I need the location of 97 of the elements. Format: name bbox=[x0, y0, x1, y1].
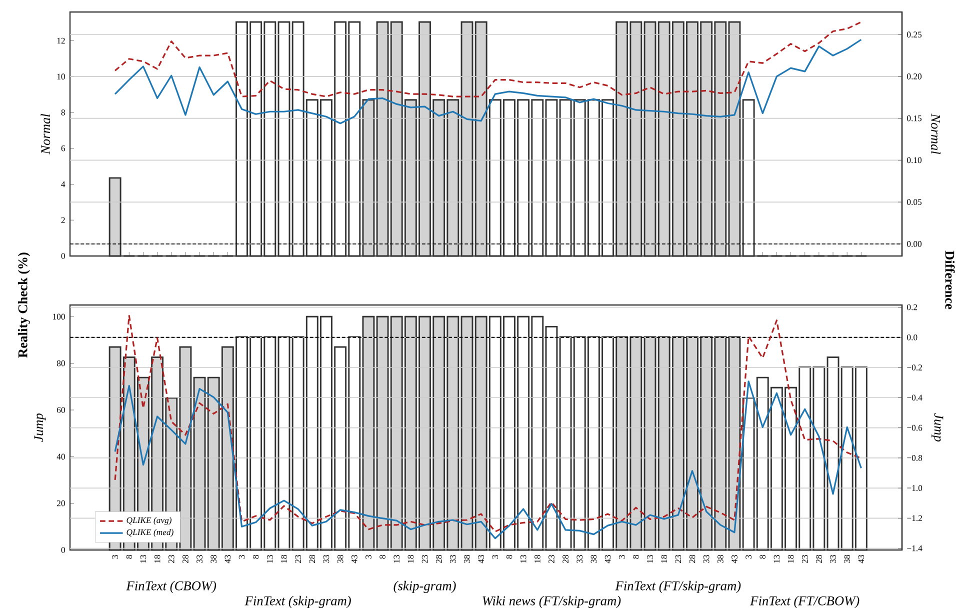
text: Difference bbox=[945, 250, 955, 310]
x-tick-label: 43 bbox=[478, 555, 484, 564]
x-tick-label: 18 bbox=[408, 555, 414, 563]
text: FinText (FT/CBOW) bbox=[750, 596, 860, 608]
x-tick-label: 18 bbox=[788, 555, 794, 563]
text: FinText (CBOW) bbox=[126, 580, 216, 594]
y2-tick-label: 0.0 bbox=[907, 334, 918, 340]
x-tick-label: 43 bbox=[604, 555, 611, 564]
text: FinText (skip-gram) bbox=[244, 596, 351, 608]
text: FinText (FT/skip-gram) bbox=[615, 580, 741, 594]
x-tick-label: 38 bbox=[717, 555, 724, 563]
text: Reality Check (%) bbox=[18, 252, 30, 358]
x-tick-label: 8 bbox=[126, 555, 132, 559]
x-tick-label: 8 bbox=[252, 555, 259, 559]
x-tick-label: 33 bbox=[196, 555, 202, 563]
x-tick-label: 3 bbox=[746, 555, 752, 559]
x-tick-label: 33 bbox=[450, 555, 456, 563]
x-tick-label: 28 bbox=[309, 555, 316, 563]
x-tick-label: 23 bbox=[422, 555, 428, 563]
x-tick-label: 18 bbox=[661, 555, 668, 563]
x-tick-label: 38 bbox=[844, 555, 850, 563]
x-tick-label: 38 bbox=[210, 555, 217, 563]
y-tick-label: 80 bbox=[56, 360, 65, 366]
legend-label: QLIKE (med) bbox=[126, 529, 174, 537]
y2-axis-title: Jump bbox=[932, 413, 944, 442]
y-tick-label: 6 bbox=[61, 145, 66, 152]
x-tick-label: 3 bbox=[112, 555, 118, 559]
legend-label: QLIKE (avg) bbox=[126, 517, 172, 525]
x-tick-label: 33 bbox=[323, 555, 330, 563]
x-tick-label: 18 bbox=[534, 555, 540, 563]
y2-tick-label: 0.2 bbox=[907, 304, 918, 310]
y2-tick-label: −0.4 bbox=[907, 394, 922, 401]
y2-tick-label: −1.2 bbox=[907, 515, 922, 522]
x-tick-label: 38 bbox=[337, 555, 344, 563]
x-tick-label: 13 bbox=[140, 555, 146, 563]
x-tick-label: 23 bbox=[675, 555, 682, 563]
x-tick-label: 33 bbox=[703, 555, 710, 563]
y2-tick-label: 0.15 bbox=[907, 115, 922, 122]
x-tick-label: 18 bbox=[154, 555, 160, 563]
text: (skip-gram) bbox=[394, 580, 456, 594]
y-tick-label: 0 bbox=[61, 253, 65, 259]
x-tick-label: 13 bbox=[774, 555, 780, 563]
y-tick-label: 2 bbox=[61, 217, 65, 223]
y2-tick-label: −0.2 bbox=[907, 364, 922, 370]
x-tick-label: 28 bbox=[562, 555, 568, 563]
y2-tick-label: −1.0 bbox=[907, 485, 922, 492]
y2-tick-label: −0.6 bbox=[907, 424, 922, 431]
y2-tick-label: 0.05 bbox=[907, 199, 922, 206]
y2-tick-label: −0.8 bbox=[907, 454, 922, 461]
x-tick-label: 23 bbox=[548, 555, 554, 563]
y2-tick-label: 0.20 bbox=[907, 74, 922, 80]
y-tick-label: 40 bbox=[56, 454, 65, 460]
y2-axis-title: Normal bbox=[931, 114, 940, 154]
x-tick-label: 3 bbox=[618, 555, 625, 559]
y2-tick-label: 0.25 bbox=[907, 32, 922, 38]
y2-tick-label: 0.10 bbox=[907, 157, 922, 164]
y-tick-label: 20 bbox=[57, 500, 65, 506]
x-tick-label: 8 bbox=[633, 555, 639, 559]
x-tick-label: 8 bbox=[760, 555, 766, 559]
x-tick-label: 33 bbox=[576, 555, 583, 563]
x-tick-label: 23 bbox=[802, 555, 808, 563]
x-tick-label: 8 bbox=[380, 555, 386, 559]
x-tick-label: 43 bbox=[224, 555, 231, 564]
x-tick-label: 8 bbox=[506, 555, 512, 559]
y-axis-title: Normal bbox=[40, 114, 50, 154]
x-tick-label: 28 bbox=[816, 555, 822, 563]
x-tick-label: 28 bbox=[436, 555, 442, 563]
y-tick-label: 4 bbox=[61, 181, 66, 188]
x-tick-label: 13 bbox=[520, 555, 526, 563]
y2-tick-label: −1.4 bbox=[907, 545, 922, 552]
x-tick-label: 38 bbox=[590, 555, 597, 563]
y-tick-label: 0 bbox=[61, 547, 65, 553]
x-tick-label: 33 bbox=[830, 555, 836, 563]
y2-tick-label: 0.00 bbox=[907, 241, 922, 247]
y-tick-label: 100 bbox=[53, 314, 65, 320]
x-tick-label: 43 bbox=[351, 555, 358, 564]
x-tick-label: 3 bbox=[366, 555, 372, 559]
y-tick-label: 8 bbox=[61, 110, 65, 116]
y-tick-label: 12 bbox=[57, 38, 65, 44]
x-tick-label: 13 bbox=[267, 555, 273, 563]
x-tick-label: 43 bbox=[732, 555, 738, 564]
y-tick-label: 10 bbox=[57, 74, 65, 80]
x-tick-label: 23 bbox=[168, 555, 174, 563]
x-tick-label: 28 bbox=[182, 555, 188, 563]
text: Wiki news (FT/skip-gram) bbox=[482, 596, 621, 608]
x-tick-label: 13 bbox=[647, 555, 653, 563]
x-tick-label: 23 bbox=[295, 555, 301, 563]
x-tick-label: 13 bbox=[394, 555, 400, 563]
x-tick-label: 28 bbox=[689, 555, 696, 563]
y-axis-title: Jump bbox=[34, 413, 46, 442]
y-tick-label: 60 bbox=[57, 407, 65, 413]
x-tick-label: 38 bbox=[464, 555, 470, 563]
x-tick-label: 43 bbox=[858, 555, 864, 564]
x-tick-label: 3 bbox=[238, 555, 245, 559]
line-series bbox=[114, 380, 862, 540]
x-tick-label: 3 bbox=[492, 555, 498, 559]
x-tick-label: 18 bbox=[281, 555, 287, 563]
